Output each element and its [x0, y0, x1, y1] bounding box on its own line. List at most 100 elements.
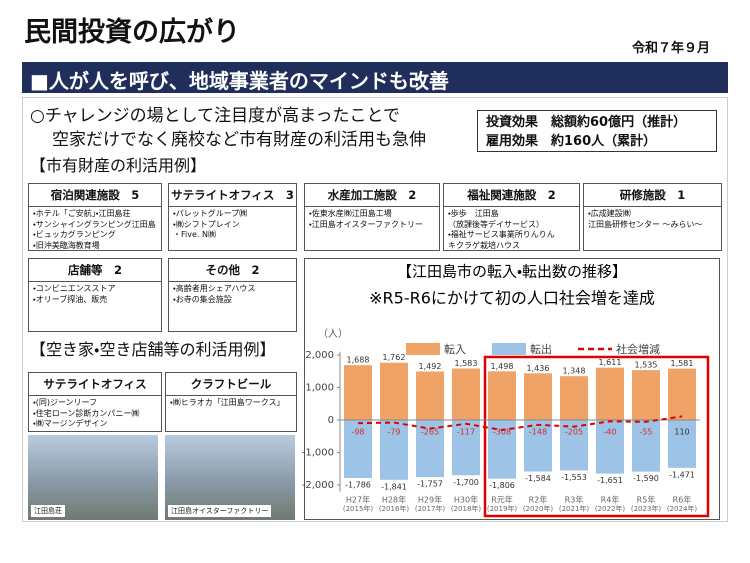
value-label: -1,471 [669, 470, 695, 479]
x-tick-label: H30年 [454, 495, 478, 505]
value-label: -265 [421, 428, 439, 437]
card: サテライトオフィス 3 ・パレットグループ㈱ ・㈱シフトプレイン ・Five. N㈱ [168, 183, 297, 251]
card-item: ・歩歩 江田島 [448, 209, 499, 218]
card-title: サテライトオフィス 3 [169, 184, 296, 207]
legend-label: 転入 [444, 343, 466, 356]
bar [452, 368, 480, 420]
card-item: ・ビュッカグランピング [33, 230, 116, 239]
effect: 投資効果 総額約60億円（推計） [486, 115, 687, 130]
effects-box: 投資効果 総額約60億円（推計） 雇用効果 約160人（累計） [477, 110, 717, 152]
value-label: -1,553 [561, 473, 587, 482]
value-label: -1,700 [453, 478, 479, 487]
card-items: ・(同)ジーンリーフ ・住宅ローン診断カンパニー㈱ ・㈱マージンデザイン [29, 396, 161, 432]
highlight-box [483, 355, 710, 518]
card-item: ・広成建設㈱ [588, 209, 631, 218]
card-item: ・㈱シフトプレイン [173, 219, 240, 229]
card-item: ・佐東水産㈱江田島工場 [309, 209, 392, 218]
value-label: 1,611 [599, 358, 622, 367]
card-title: サテライトオフィス [29, 373, 161, 396]
bar [488, 371, 516, 420]
value-label: 1,762 [383, 353, 406, 362]
value-label: -1,590 [633, 474, 659, 483]
x-tick-sublabel: (2018年) [451, 504, 482, 513]
bar [380, 420, 408, 480]
page-title: 民間投資の広がり [24, 17, 240, 48]
bar [452, 420, 480, 476]
section-heading: 【市有財産の利活用例】 [30, 156, 207, 175]
x-tick-label: R元年 [491, 495, 513, 505]
bar [344, 420, 372, 479]
photo: 江田島荘 [28, 435, 158, 520]
card-title: 福祉関連施設 2 [444, 184, 579, 207]
value-label: -40 [603, 428, 616, 437]
card-title: 店舗等 2 [29, 259, 161, 282]
card-item: ・コンビニエンスストア [33, 284, 116, 293]
intro: ○チャレンジの場として注目度が高まったことで 空家だけでなく廃校など市有財産の利… [30, 104, 426, 152]
legend-label: 転出 [530, 343, 552, 356]
bar [596, 420, 624, 474]
y-tick-label: 1,000 [305, 383, 334, 394]
chart-subtitle: ※R5-R6にかけて初の人口社会増を達成 [369, 289, 655, 308]
date: 令和７年９月 [632, 41, 711, 56]
card-item: ・旧沖美臨海教育場 [33, 240, 100, 250]
value-label: 1,436 [527, 364, 550, 373]
line [357, 415, 683, 432]
value-label: -148 [529, 428, 547, 437]
value-label: 1,583 [455, 359, 478, 368]
card: 宿泊関連施設 5 ・ホテル「ご安航」・江田島荘 ・サンシャイングランピング江田島 ・ビ… [28, 183, 162, 251]
card-item: ・ホテル「ご安航」・江田島荘 [33, 209, 131, 218]
card-item: キクラゲ栽培ハウス [448, 240, 520, 250]
x-tick-label: R5年 [637, 495, 656, 505]
x-tick-sublabel: (2023年) [631, 504, 662, 513]
bar [596, 367, 624, 420]
value-label: -98 [351, 428, 364, 437]
card-title: 宿泊関連施設 5 [29, 184, 161, 207]
value-label: -1,786 [345, 481, 371, 490]
card-items: ・広成建設㈱ 江田島研修センター ～みらい～ [584, 207, 721, 232]
value-label: -1,651 [597, 476, 623, 485]
bar [560, 420, 588, 471]
value-label: -308 [493, 428, 511, 437]
value-label: 1,348 [563, 367, 586, 376]
value-label: -205 [565, 428, 583, 437]
card: 福祉関連施設 2 ・歩歩 江田島 （放課後等デイサービス） ・福祉サービス事業所りんり… [443, 183, 580, 251]
card: 店舗等 2 ・コンビニエンスストア ・オリーブ搾油、販売 [28, 258, 162, 332]
value-label: 1,492 [419, 362, 442, 371]
y-tick-label: -1,000 [302, 448, 334, 459]
card: 水産加工施設 2 ・佐東水産㈱江田島工場 ・江田島オイスターファクトリー [304, 183, 440, 251]
card-item: ・江田島オイスターファクトリー [309, 219, 423, 229]
card-item: ・㈱ヒラオカ「江田島ワークス」 [170, 398, 285, 407]
effect: 雇用効果 約160人（累計） [486, 134, 657, 149]
bar [524, 373, 552, 420]
x-tick-label: R4年 [601, 495, 620, 505]
legend-label: 社会増減 [616, 342, 660, 356]
bar [344, 365, 372, 420]
bar [668, 368, 696, 420]
card-item: ・オリーブ搾油、販売 [33, 294, 108, 304]
banner: ■人が人を呼び、地域事業者のマインドも改善 [30, 69, 449, 93]
x-tick-label: R3年 [565, 495, 584, 505]
card-item: ・Five. N㈱ [173, 230, 216, 239]
y-tick-label: 2,000 [305, 350, 334, 361]
photo-caption: 江田島オイスターファクトリー [168, 505, 272, 517]
y-tick-label: 0 [328, 415, 334, 426]
photo-caption: 江田島荘 [31, 505, 65, 517]
section-heading: 【空き家・空き店舗等の利活用例】 [30, 340, 276, 359]
x-tick-label: R6年 [673, 495, 692, 505]
bar [560, 376, 588, 420]
card-item: ・(同)ジーンリーフ [33, 398, 98, 407]
legend-swatch [492, 343, 526, 355]
card-item: ・サンシャイングランピング江田島 [33, 219, 156, 229]
value-label: -117 [457, 428, 475, 437]
x-tick-sublabel: (2021年) [559, 504, 590, 513]
intro-line: ○チャレンジの場として注目度が高まったことで [30, 106, 400, 126]
card-item: ・高齢者用シェアハウス [173, 284, 256, 293]
x-tick-sublabel: (2024年) [667, 504, 698, 513]
card-title: 研修施設 1 [584, 184, 721, 207]
card: サテライトオフィス ・(同)ジーンリーフ ・住宅ローン診断カンパニー㈱ ・㈱マージンデ… [28, 372, 162, 432]
x-tick-sublabel: (2020年) [523, 504, 554, 513]
card: 研修施設 1 ・広成建設㈱ 江田島研修センター ～みらい～ [583, 183, 722, 251]
bar [632, 420, 660, 472]
